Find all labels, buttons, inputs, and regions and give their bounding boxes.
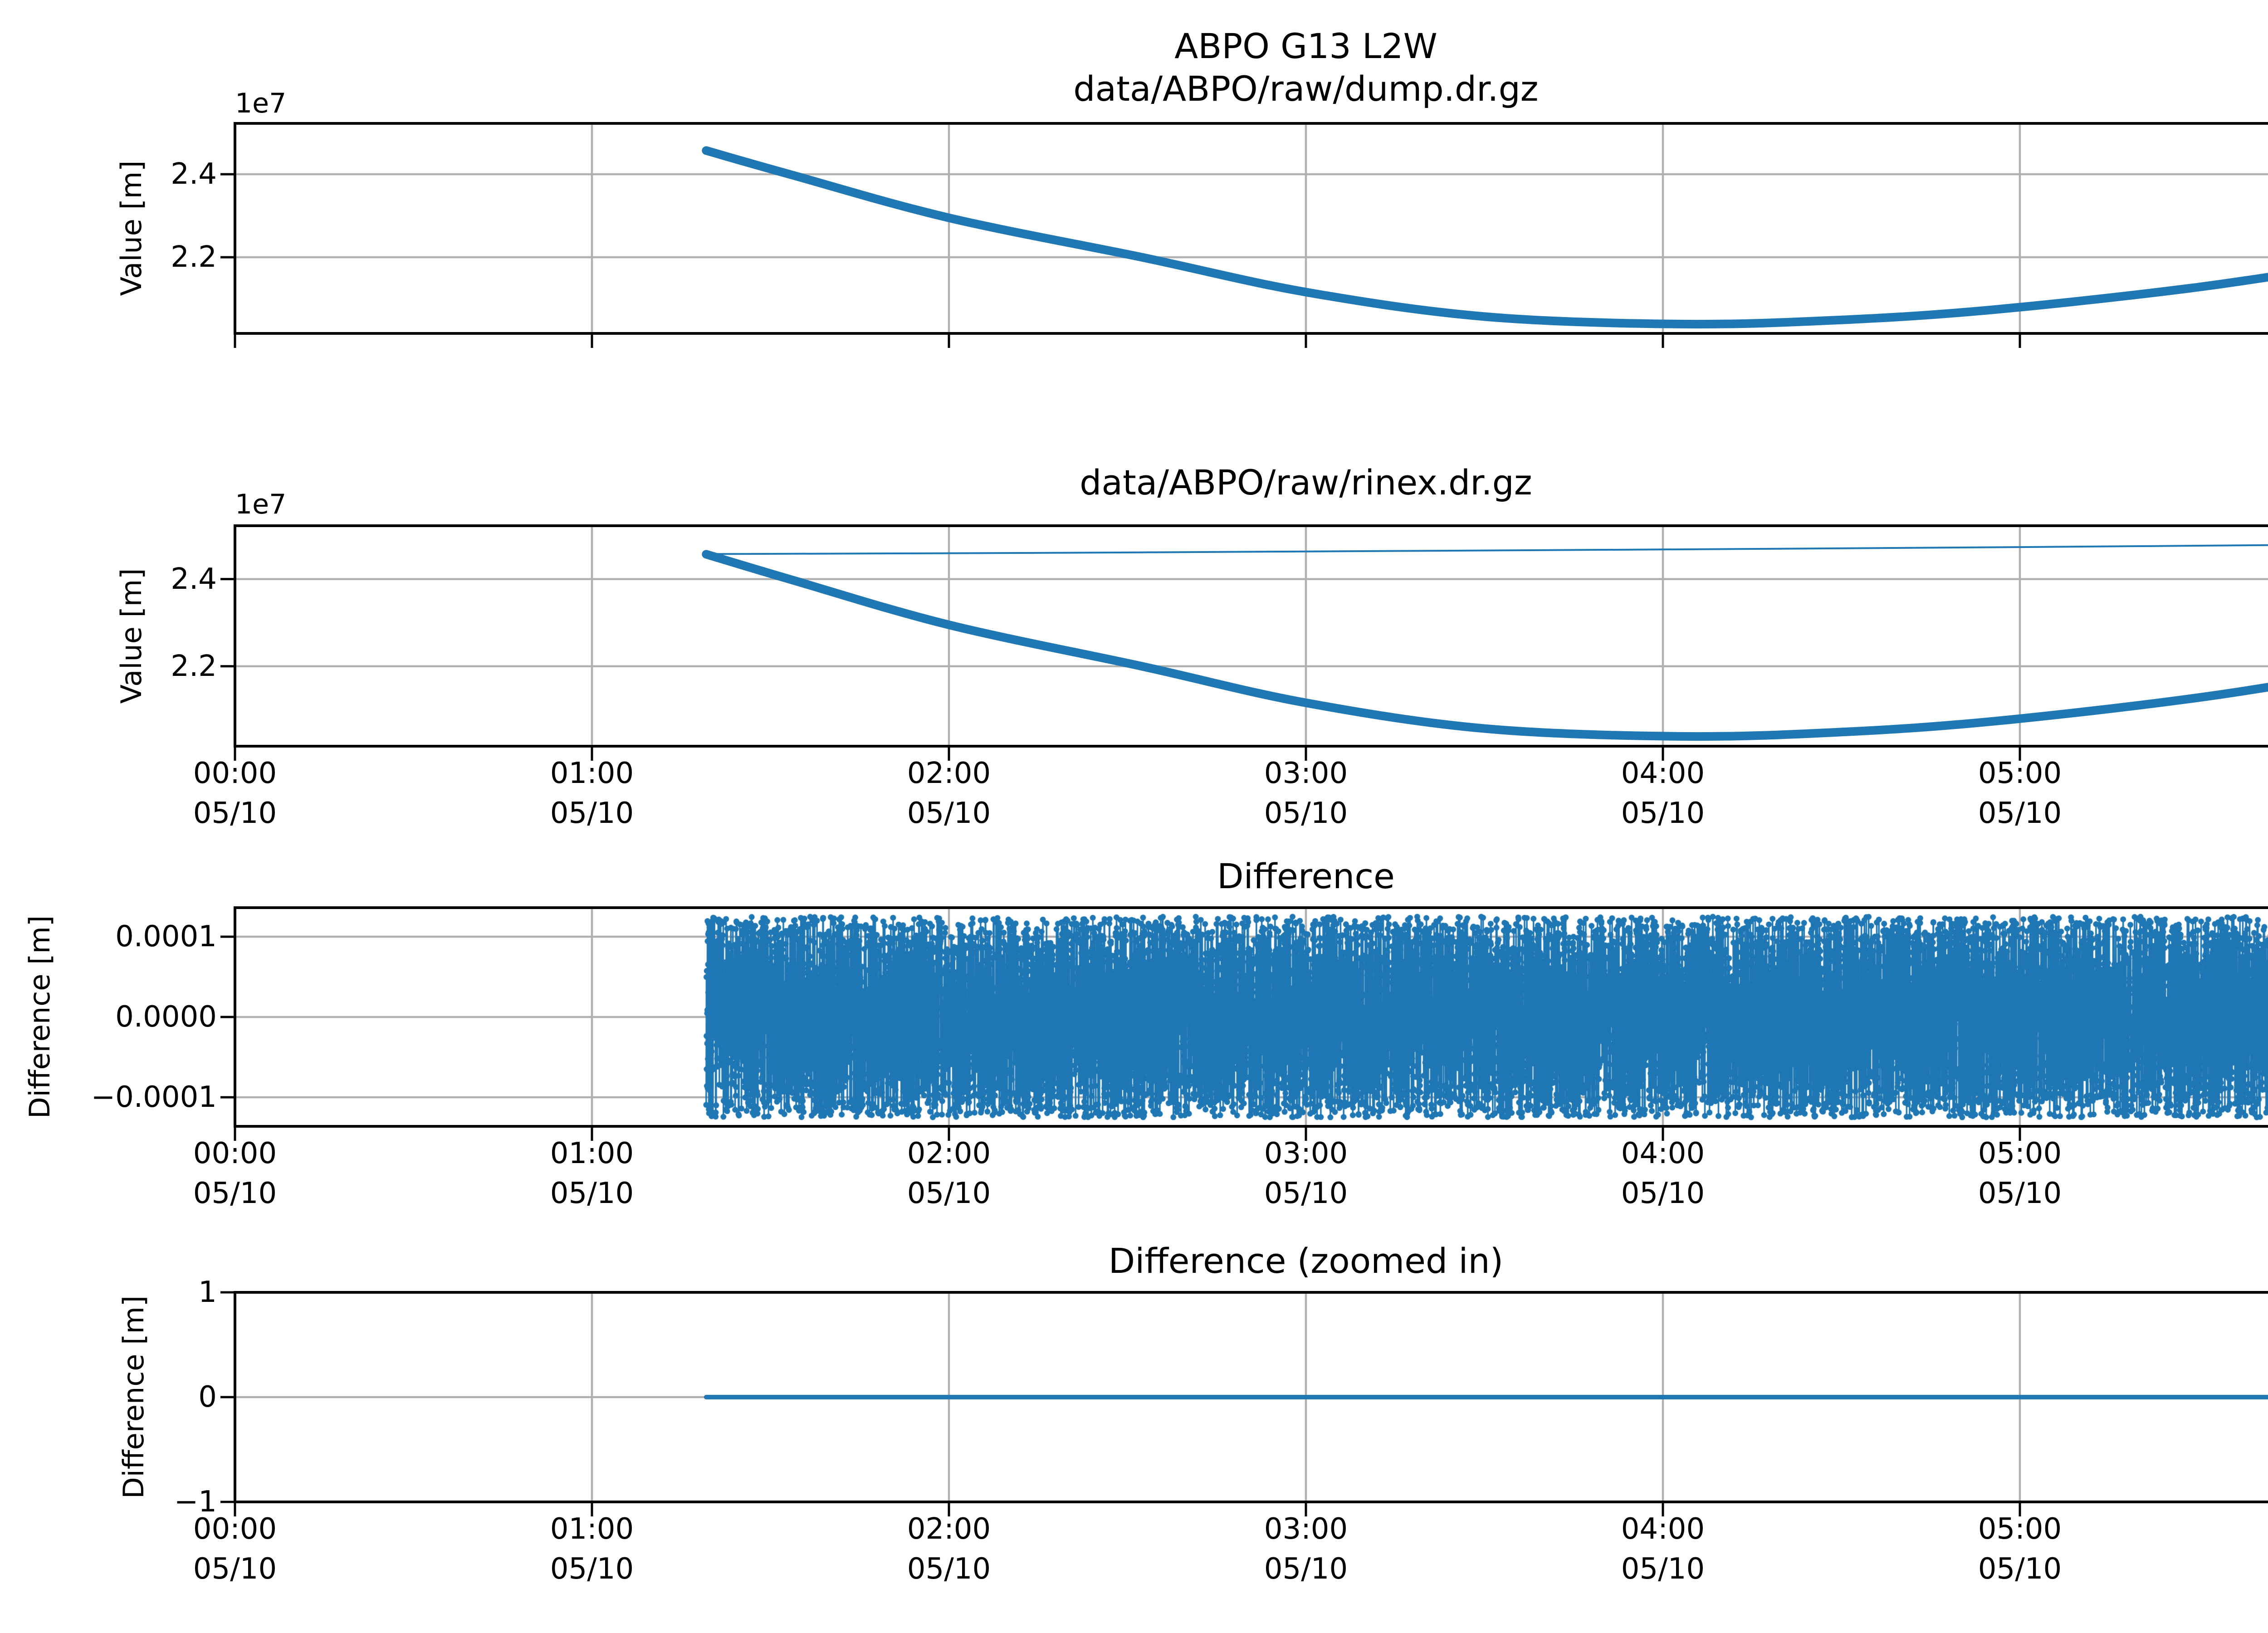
x-tick-label-time: 00:00 <box>193 1512 277 1546</box>
axes-spines <box>234 1291 2268 1503</box>
x-tick-label-time: 04:00 <box>1621 757 1705 790</box>
axes-dump <box>220 122 2268 348</box>
x-tick-label-date: 05/10 <box>1978 1177 2062 1210</box>
y-tick-label: 0.0001 <box>115 920 217 954</box>
y-tick-label: −0.0001 <box>91 1080 217 1114</box>
x-tick-label-time: 00:00 <box>193 1137 277 1170</box>
x-tick-label-time: 05:00 <box>1978 1512 2062 1546</box>
x-tick-label-date: 05/10 <box>1978 1552 2062 1586</box>
x-tick-label-time: 03:00 <box>1264 1137 1348 1170</box>
x-tick-label-time: 04:00 <box>1621 1512 1705 1546</box>
series-rinex-second-arc <box>705 544 2268 555</box>
y-axis-label-difference: Difference [m] <box>23 915 56 1119</box>
offset-text-rinex: 1e7 <box>235 489 287 520</box>
x-tick-label-date: 05/10 <box>1264 797 1348 830</box>
x-tick-label-date: 05/10 <box>193 1177 277 1210</box>
y-tick-label: −1 <box>174 1485 217 1519</box>
axes-spines <box>234 122 2268 335</box>
subplot-rinex-title: data/ABPO/raw/rinex.dr.gz <box>1080 462 1532 503</box>
axes-difference-zoomed <box>220 1291 2268 1516</box>
x-tick-label-date: 05/10 <box>1264 1177 1348 1210</box>
axes-spines <box>234 524 2268 748</box>
subplot-difference-title: Difference <box>1217 856 1395 896</box>
x-tick-label-time: 01:00 <box>550 1512 634 1546</box>
series-rinex-range <box>702 550 2268 741</box>
y-axis-label-dump: Value [m] <box>115 160 148 296</box>
x-tick-label-date: 05/10 <box>1621 1552 1705 1586</box>
y-tick-label: 0 <box>198 1380 217 1414</box>
x-tick-label-time: 02:00 <box>907 1512 991 1546</box>
y-tick-label: 0.0000 <box>115 1000 217 1034</box>
y-tick-label: 2.4 <box>171 562 217 596</box>
x-tick-label-date: 05/10 <box>1621 797 1705 830</box>
x-tick-label-time: 02:00 <box>907 1137 991 1170</box>
difference-noise-scatter <box>235 908 2268 1126</box>
y-axis-label-rinex: Value [m] <box>115 568 148 704</box>
y-tick-label: 2.2 <box>171 649 217 683</box>
x-tick-label-time: 04:00 <box>1621 1137 1705 1170</box>
subplot-difference-zoomed-title: Difference (zoomed in) <box>1108 1241 1504 1281</box>
x-tick-label-time: 03:00 <box>1264 757 1348 790</box>
x-tick-label-time: 01:00 <box>550 757 634 790</box>
y-tick-label: 2.2 <box>171 240 217 274</box>
x-tick-label-date: 05/10 <box>550 1177 634 1210</box>
y-tick-label: 1 <box>198 1276 217 1309</box>
x-tick-label-time: 05:00 <box>1978 757 2062 790</box>
x-tick-label-time: 00:00 <box>193 757 277 790</box>
x-tick-label-date: 05/10 <box>907 1177 991 1210</box>
x-tick-label-time: 05:00 <box>1978 1137 2062 1170</box>
axes-rinex <box>220 524 2268 761</box>
x-tick-label-time: 03:00 <box>1264 1512 1348 1546</box>
x-tick-label-date: 05/10 <box>1264 1552 1348 1586</box>
x-tick-label-time: 02:00 <box>907 757 991 790</box>
x-tick-label-time: 01:00 <box>550 1137 634 1170</box>
offset-text-dump: 1e7 <box>235 88 287 119</box>
subplot-dump-title: data/ABPO/raw/dump.dr.gz <box>1073 68 1539 109</box>
figure-title: ABPO G13 L2W <box>1174 26 1437 66</box>
x-tick-label-date: 05/10 <box>907 1552 991 1586</box>
x-tick-label-date: 05/10 <box>550 797 634 830</box>
x-tick-label-date: 05/10 <box>550 1552 634 1586</box>
series-dump-range <box>702 146 2268 329</box>
y-tick-label: 2.4 <box>171 157 217 191</box>
y-axis-label-difference-zoomed: Difference [m] <box>117 1295 150 1499</box>
x-tick-label-date: 05/10 <box>907 797 991 830</box>
x-tick-label-date: 05/10 <box>193 1552 277 1586</box>
x-tick-label-date: 05/10 <box>193 797 277 830</box>
x-tick-label-date: 05/10 <box>1978 797 2062 830</box>
x-tick-label-date: 05/10 <box>1621 1177 1705 1210</box>
